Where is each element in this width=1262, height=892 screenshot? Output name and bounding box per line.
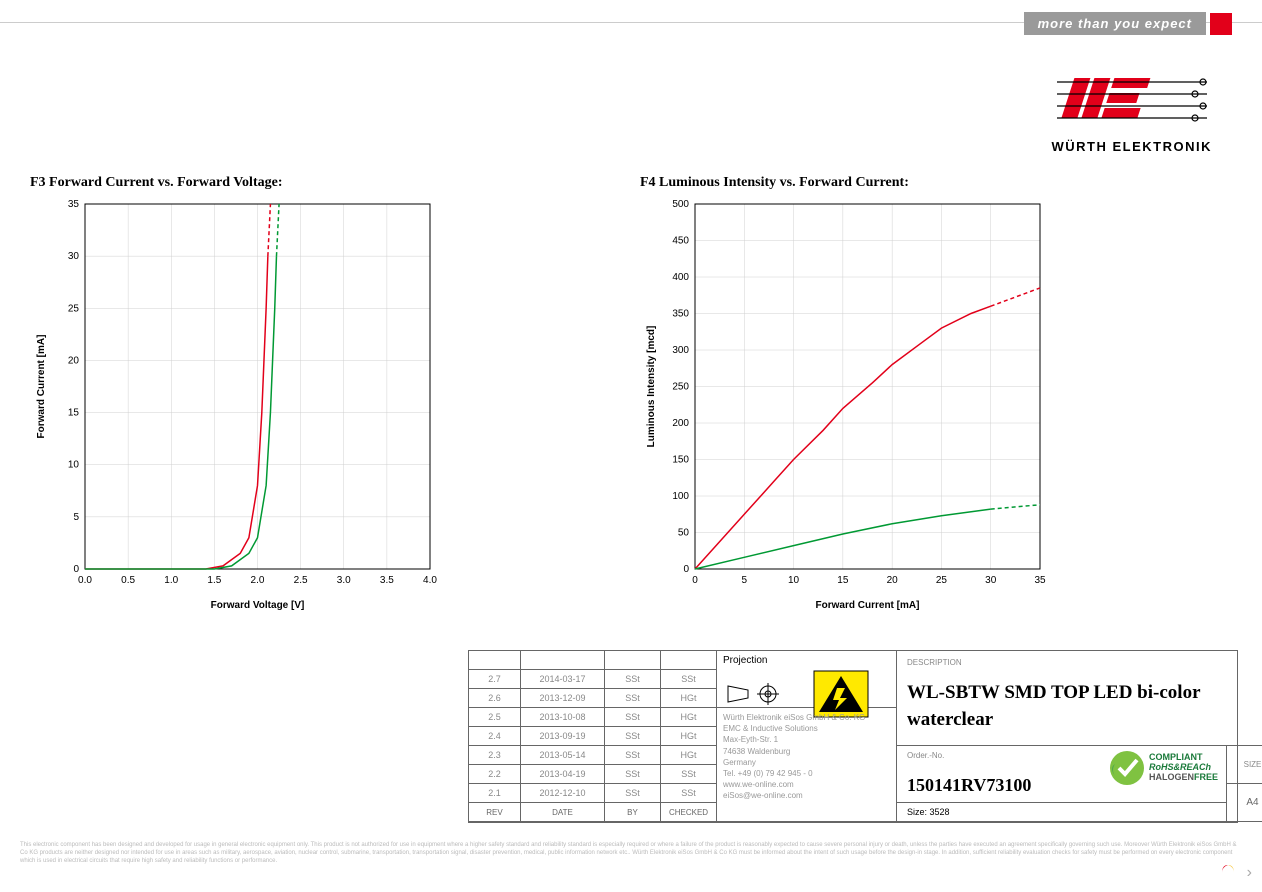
svg-text:250: 250 <box>672 382 689 393</box>
page-size-value: A4 <box>1227 784 1262 822</box>
rev-date: 2012-12-10 <box>521 784 605 803</box>
rev-cell: 2.1 <box>469 784 521 803</box>
projection-cell: Projection <box>717 651 897 708</box>
rev-cell: 2.2 <box>469 765 521 784</box>
svg-text:3.0: 3.0 <box>337 575 351 586</box>
svg-text:5: 5 <box>742 575 748 586</box>
company-logo: WÜRTH ELEKTRONIK <box>1052 70 1213 154</box>
svg-text:15: 15 <box>837 575 849 586</box>
rev-by: SSt <box>605 765 661 784</box>
chart-f3-plot: 0.0 0.5 1.0 1.5 2.0 2.5 3.0 3.5 4.0 0 5 10 15 20 25 30 3… <box>30 199 440 614</box>
rev-date: 2013-05-14 <box>521 746 605 765</box>
svg-text:30: 30 <box>985 575 997 586</box>
rev-checked: HGt <box>661 689 717 708</box>
description-cell: DESCRIPTIONWL-SBTW SMD TOP LED bi-color … <box>897 651 1262 746</box>
svg-text:500: 500 <box>672 199 689 210</box>
rev-checked: SSt <box>661 765 717 784</box>
svg-text:350: 350 <box>672 309 689 320</box>
svg-text:30: 30 <box>68 251 80 262</box>
title-block: 2.72014-03-17SStSSt2.62013-12-09SStHGt2.… <box>468 650 1238 823</box>
svg-text:20: 20 <box>887 575 899 586</box>
svg-text:300: 300 <box>672 345 689 356</box>
rev-checked: SSt <box>661 670 717 689</box>
rev-cell: 2.4 <box>469 727 521 746</box>
brand-name: WÜRTH ELEKTRONIK <box>1052 139 1213 154</box>
next-page-arrow[interactable]: › <box>1247 864 1252 882</box>
rev-by: SSt <box>605 708 661 727</box>
svg-text:25: 25 <box>936 575 948 586</box>
rev-header: BY <box>605 803 661 822</box>
svg-text:50: 50 <box>678 528 690 539</box>
svg-text:Forward Current [mA]: Forward Current [mA] <box>816 600 920 611</box>
page-size-label: SIZE <box>1227 746 1262 784</box>
svg-text:400: 400 <box>672 272 689 283</box>
order-cell: Order.-No.COMPLIANTRoHS&REAChHALOGENFREE… <box>897 746 1227 803</box>
svg-text:2.0: 2.0 <box>251 575 265 586</box>
rev-date: 2013-09-19 <box>521 727 605 746</box>
disclaimer-text: This electronic component has been desig… <box>20 842 1242 865</box>
svg-text:20: 20 <box>68 355 80 366</box>
rev-header: REV <box>469 803 521 822</box>
svg-text:25: 25 <box>68 303 80 314</box>
svg-text:1.5: 1.5 <box>207 575 221 586</box>
we-logo-icon <box>1057 70 1207 132</box>
rev-date: 2014-03-17 <box>521 670 605 689</box>
size-cell: Size: 3528 <box>897 803 1227 822</box>
rev-checked: HGt <box>661 727 717 746</box>
svg-text:5: 5 <box>73 512 79 523</box>
slogan-bar: more than you expect <box>1024 12 1232 35</box>
svg-text:Luminous Intensity [mcd]: Luminous Intensity [mcd] <box>646 326 657 448</box>
svg-text:10: 10 <box>68 460 80 471</box>
svg-text:3.5: 3.5 <box>380 575 394 586</box>
color-swatch-icon <box>1217 862 1239 884</box>
rev-header: DATE <box>521 803 605 822</box>
rev-date: 2013-10-08 <box>521 708 605 727</box>
svg-text:35: 35 <box>1034 575 1046 586</box>
rev-cell: 2.6 <box>469 689 521 708</box>
rev-cell: 2.7 <box>469 670 521 689</box>
svg-text:0: 0 <box>73 564 79 575</box>
svg-text:4.0: 4.0 <box>423 575 437 586</box>
rev-by: SSt <box>605 689 661 708</box>
svg-text:0: 0 <box>692 575 698 586</box>
rev-checked: SSt <box>661 784 717 803</box>
rev-by: SSt <box>605 784 661 803</box>
svg-text:0.0: 0.0 <box>78 575 92 586</box>
rev-cell: 2.3 <box>469 746 521 765</box>
chart-f3: F3 Forward Current vs. Forward Voltage: … <box>30 175 440 619</box>
svg-text:15: 15 <box>68 408 80 419</box>
rev-by: SSt <box>605 727 661 746</box>
chart-f4: F4 Luminous Intensity vs. Forward Curren… <box>640 175 1050 619</box>
svg-text:450: 450 <box>672 236 689 247</box>
svg-text:1.0: 1.0 <box>164 575 178 586</box>
rev-cell: 2.5 <box>469 708 521 727</box>
svg-text:0.5: 0.5 <box>121 575 135 586</box>
rev-date: 2013-12-09 <box>521 689 605 708</box>
rev-checked: HGt <box>661 708 717 727</box>
red-accent-block <box>1210 13 1232 35</box>
chart-f4-plot: 0510152025303505010015020025030035040045… <box>640 199 1050 614</box>
svg-text:200: 200 <box>672 418 689 429</box>
svg-text:Forward Voltage [V]: Forward Voltage [V] <box>211 600 305 611</box>
svg-text:150: 150 <box>672 455 689 466</box>
company-address: Würth Elektronik eiSos GmbH & Co. KGEMC … <box>717 708 897 822</box>
svg-text:Forward Current [mA]: Forward Current [mA] <box>36 335 47 439</box>
svg-text:2.5: 2.5 <box>294 575 308 586</box>
svg-text:0: 0 <box>683 564 689 575</box>
svg-text:10: 10 <box>788 575 800 586</box>
rev-checked: HGt <box>661 746 717 765</box>
rev-header: CHECKED <box>661 803 717 822</box>
rev-by: SSt <box>605 746 661 765</box>
rev-date: 2013-04-19 <box>521 765 605 784</box>
chart-f4-title: F4 Luminous Intensity vs. Forward Curren… <box>640 175 1050 191</box>
slogan-text: more than you expect <box>1024 12 1206 35</box>
chart-f3-title: F3 Forward Current vs. Forward Voltage: <box>30 175 440 191</box>
svg-text:100: 100 <box>672 491 689 502</box>
rev-by: SSt <box>605 670 661 689</box>
svg-text:35: 35 <box>68 199 80 210</box>
nav-corner: › <box>1217 862 1252 884</box>
